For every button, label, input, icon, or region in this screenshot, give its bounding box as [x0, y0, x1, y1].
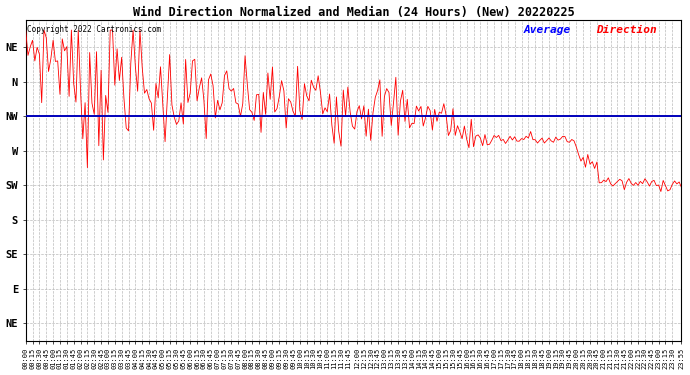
Text: Average: Average	[524, 24, 578, 34]
Text: Direction: Direction	[596, 24, 657, 34]
Text: Copyright 2022 Cartronics.com: Copyright 2022 Cartronics.com	[27, 24, 161, 33]
Title: Wind Direction Normalized and Median (24 Hours) (New) 20220225: Wind Direction Normalized and Median (24…	[132, 6, 575, 18]
